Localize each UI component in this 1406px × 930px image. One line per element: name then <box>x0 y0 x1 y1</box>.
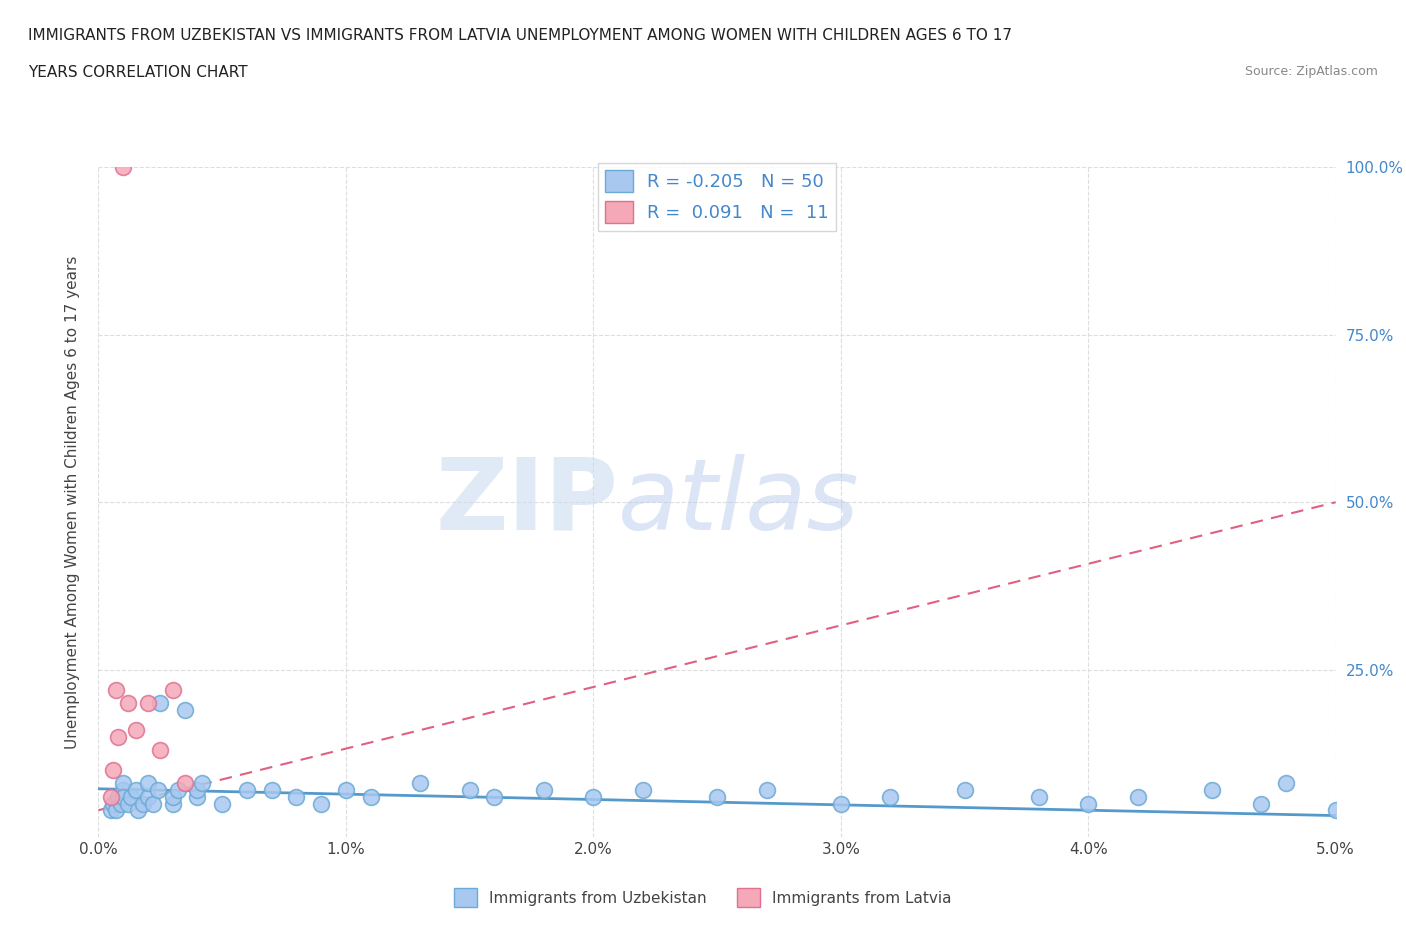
Point <box>112 790 135 804</box>
Text: YEARS CORRELATION CHART: YEARS CORRELATION CHART <box>28 65 247 80</box>
Point <box>1201 783 1223 798</box>
Legend: Immigrants from Uzbekistan, Immigrants from Latvia: Immigrants from Uzbekistan, Immigrants f… <box>449 883 957 913</box>
Point <box>1028 790 1050 804</box>
Text: atlas: atlas <box>619 454 859 551</box>
Point <box>285 790 308 804</box>
Point <box>166 783 188 798</box>
Point <box>117 696 139 711</box>
Point <box>117 796 139 811</box>
Point <box>533 783 555 798</box>
Point <box>103 763 125 777</box>
Point <box>335 783 357 798</box>
Point <box>236 783 259 798</box>
Point <box>112 776 135 790</box>
Point <box>112 160 135 175</box>
Point <box>484 790 506 804</box>
Point <box>136 790 159 804</box>
Point <box>1077 796 1099 811</box>
Point <box>132 796 155 811</box>
Point <box>309 796 332 811</box>
Point <box>706 790 728 804</box>
Point <box>409 776 432 790</box>
Point <box>112 783 135 798</box>
Point <box>100 790 122 804</box>
Point <box>174 776 197 790</box>
Point <box>1275 776 1298 790</box>
Point <box>953 783 976 798</box>
Point <box>582 790 605 804</box>
Point <box>136 776 159 790</box>
Point <box>120 790 142 804</box>
Point <box>162 790 184 804</box>
Point <box>186 790 208 804</box>
Text: IMMIGRANTS FROM UZBEKISTAN VS IMMIGRANTS FROM LATVIA UNEMPLOYMENT AMONG WOMEN WI: IMMIGRANTS FROM UZBEKISTAN VS IMMIGRANTS… <box>28 28 1012 43</box>
Y-axis label: Unemployment Among Women with Children Ages 6 to 17 years: Unemployment Among Women with Children A… <box>65 256 80 749</box>
Point <box>830 796 852 811</box>
Point <box>755 783 778 798</box>
Point <box>100 803 122 817</box>
Point <box>174 702 197 717</box>
Legend: R = -0.205   N = 50, R =  0.091   N =  11: R = -0.205 N = 50, R = 0.091 N = 11 <box>599 163 835 231</box>
Point <box>1324 803 1347 817</box>
Point <box>360 790 382 804</box>
Point <box>127 803 149 817</box>
Point <box>162 796 184 811</box>
Point <box>1250 796 1272 811</box>
Point <box>260 783 283 798</box>
Point <box>458 783 481 798</box>
Point <box>146 783 169 798</box>
Point <box>186 783 208 798</box>
Point <box>162 683 184 698</box>
Text: ZIP: ZIP <box>436 454 619 551</box>
Point <box>631 783 654 798</box>
Point <box>149 696 172 711</box>
Point <box>879 790 901 804</box>
Point <box>103 796 125 811</box>
Point <box>136 696 159 711</box>
Point <box>110 796 132 811</box>
Point <box>142 796 165 811</box>
Point <box>107 729 129 744</box>
Point <box>104 683 127 698</box>
Point <box>211 796 233 811</box>
Point <box>149 742 172 757</box>
Point <box>1126 790 1149 804</box>
Point <box>124 783 146 798</box>
Point <box>124 723 146 737</box>
Point <box>191 776 214 790</box>
Text: Source: ZipAtlas.com: Source: ZipAtlas.com <box>1244 65 1378 78</box>
Point <box>107 790 129 804</box>
Point <box>104 803 127 817</box>
